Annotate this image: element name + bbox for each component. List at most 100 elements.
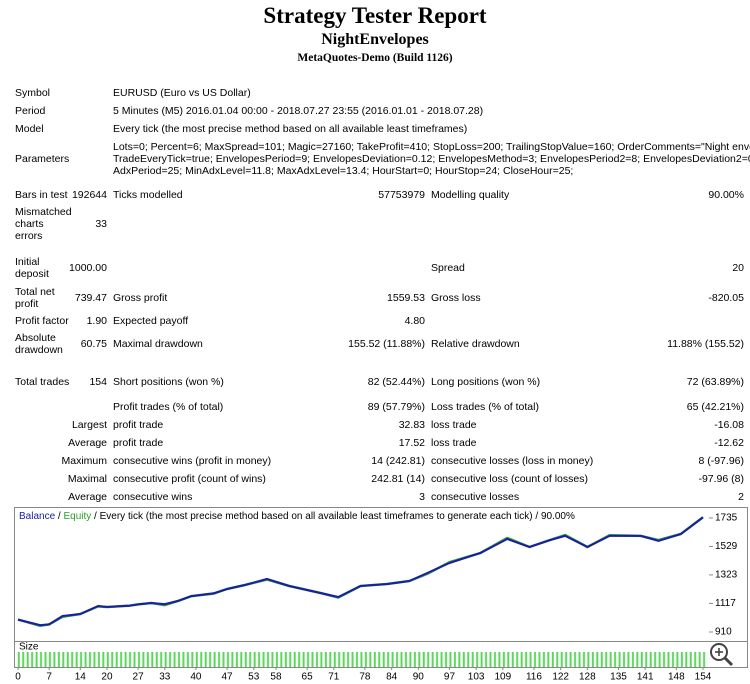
prefix-cell: Average: [68, 491, 107, 503]
label-cell: profit trade: [113, 419, 164, 431]
prefix-cell: Average: [68, 437, 107, 449]
value-cell: 739.47: [74, 292, 107, 304]
prefix-cell: Maximum: [61, 455, 107, 467]
label-cell: Gross profit: [113, 292, 168, 304]
label-cell: consecutive losses (loss in money): [431, 455, 594, 467]
value-cell: 89 (57.79%): [367, 401, 425, 413]
label-cell: Maximal drawdown: [113, 338, 203, 350]
label-cell: consecutive losses: [431, 491, 520, 503]
label-cell: Loss trades (% of total): [431, 401, 539, 413]
legend-separator: /: [55, 511, 63, 522]
series-line: [17, 516, 704, 627]
value-cell: 65 (42.21%): [686, 401, 744, 413]
text-line: TradeEveryTick=true; EnvelopesPeriod=9; …: [113, 153, 750, 165]
row-text: Every tick (the most precise method base…: [113, 120, 743, 138]
label-cell: consecutive profit (count of wins): [113, 473, 266, 485]
y-tick-label: 1117: [715, 598, 736, 609]
legend-note: Every tick (the most precise method base…: [100, 511, 533, 522]
value-cell: 72 (63.89%): [686, 376, 744, 388]
y-tick-label: 910: [715, 627, 732, 638]
label-cell: Period: [15, 105, 46, 117]
report-title: Strategy Tester Report: [263, 3, 487, 28]
value-cell: 3: [419, 491, 425, 503]
value-cell: 14 (242.81): [371, 455, 425, 467]
x-tick-label: 154: [695, 672, 712, 683]
x-tick-label: 128: [579, 672, 596, 683]
label-cell: Profit factor: [15, 315, 69, 327]
label-cell: Total trades: [15, 376, 70, 388]
row-text: 5 Minutes (M5) 2016.01.04 00:00 - 2018.0…: [113, 102, 743, 120]
x-tick-label: 58: [270, 672, 282, 683]
value-cell: 8 (-97.96): [698, 455, 744, 467]
row-text: EURUSD (Euro vs US Dollar): [113, 84, 743, 102]
value-cell: 17.52: [398, 437, 425, 449]
value-cell: 1.90: [86, 315, 107, 327]
x-tick-label: 40: [190, 672, 202, 683]
value-cell: 57753979: [378, 189, 425, 201]
server-build: MetaQuotes-Demo (Build 1126): [297, 52, 453, 64]
x-tick-label: 103: [468, 672, 485, 683]
legend-separator: /: [91, 511, 99, 522]
value-cell: 192644: [71, 189, 107, 201]
x-tick-label: 0: [15, 672, 21, 683]
label-cell: Mismatched charts errors: [15, 206, 72, 242]
y-tick-label: 1323: [715, 570, 738, 581]
x-tick-label: 65: [302, 672, 314, 683]
text-line: Lots=0; Percent=6; MaxSpread=101; Magic=…: [113, 141, 750, 153]
text-line: 5 Minutes (M5) 2016.01.04 00:00 - 2018.0…: [113, 105, 484, 117]
label-cell: Long positions (won %): [431, 376, 541, 388]
size-label: Size: [19, 642, 39, 653]
x-tick-label: 90: [413, 672, 425, 683]
x-tick-label: 33: [159, 672, 171, 683]
prefix-cell: Maximal: [67, 473, 107, 485]
x-tick-label: 53: [248, 672, 260, 683]
value-cell: 82 (52.44%): [367, 376, 425, 388]
label-cell: Total net profit: [15, 286, 55, 310]
label-cell: Gross loss: [431, 292, 481, 304]
label-cell: Symbol: [15, 87, 51, 99]
balance-chart: Size Balance / Equity / Every tick (the …: [14, 507, 748, 683]
x-tick-label: 47: [221, 672, 233, 683]
label-cell: Absolute drawdown: [15, 332, 63, 356]
value-cell: 33: [95, 218, 107, 230]
x-tick-label: 141: [637, 672, 654, 683]
value-cell: 11.88% (155.52): [667, 338, 744, 350]
label-cell: Modelling quality: [431, 189, 510, 201]
chart-frame: [14, 507, 748, 642]
text-line: EURUSD (Euro vs US Dollar): [113, 87, 251, 99]
row-text: Lots=0; Percent=6; MaxSpread=101; Magic=…: [113, 138, 750, 180]
label-cell: Relative drawdown: [431, 338, 520, 350]
zoom-icon[interactable]: [710, 643, 734, 667]
value-cell: 32.83: [398, 419, 425, 431]
label-cell: Bars in test: [15, 189, 68, 201]
x-tick-label: 27: [133, 672, 145, 683]
label-cell: consecutive wins (profit in money): [113, 455, 272, 467]
x-tick-label: 7: [46, 672, 52, 683]
label-cell: Short positions (won %): [113, 376, 224, 388]
label-cell: loss trade: [431, 437, 477, 449]
value-cell: 1559.53: [387, 292, 425, 304]
x-tick-label: 135: [610, 672, 627, 683]
x-tick-label: 20: [101, 672, 113, 683]
value-cell: -820.05: [708, 292, 744, 304]
value-cell: 20: [732, 262, 744, 274]
value-cell: -97.96 (8): [698, 473, 744, 485]
label-cell: loss trade: [431, 419, 477, 431]
x-tick-label: 71: [328, 672, 340, 683]
prefix-cell: Largest: [71, 419, 107, 431]
x-tick-label: 14: [75, 672, 87, 683]
x-tick-label: 116: [526, 672, 542, 683]
size-bars: [17, 652, 707, 667]
value-cell: 90.00%: [708, 189, 744, 201]
x-tick-label: 84: [386, 672, 398, 683]
x-tick-label: 122: [552, 672, 569, 683]
value-cell: 242.81 (14): [371, 473, 425, 485]
value-cell: 1000.00: [69, 262, 107, 274]
expert-name: NightEnvelopes: [321, 31, 429, 48]
value-cell: -16.08: [714, 419, 744, 431]
value-cell: 4.80: [404, 315, 425, 327]
value-cell: 60.75: [80, 338, 107, 350]
label-cell: consecutive wins: [113, 491, 193, 503]
label-cell: Profit trades (% of total): [113, 401, 224, 413]
